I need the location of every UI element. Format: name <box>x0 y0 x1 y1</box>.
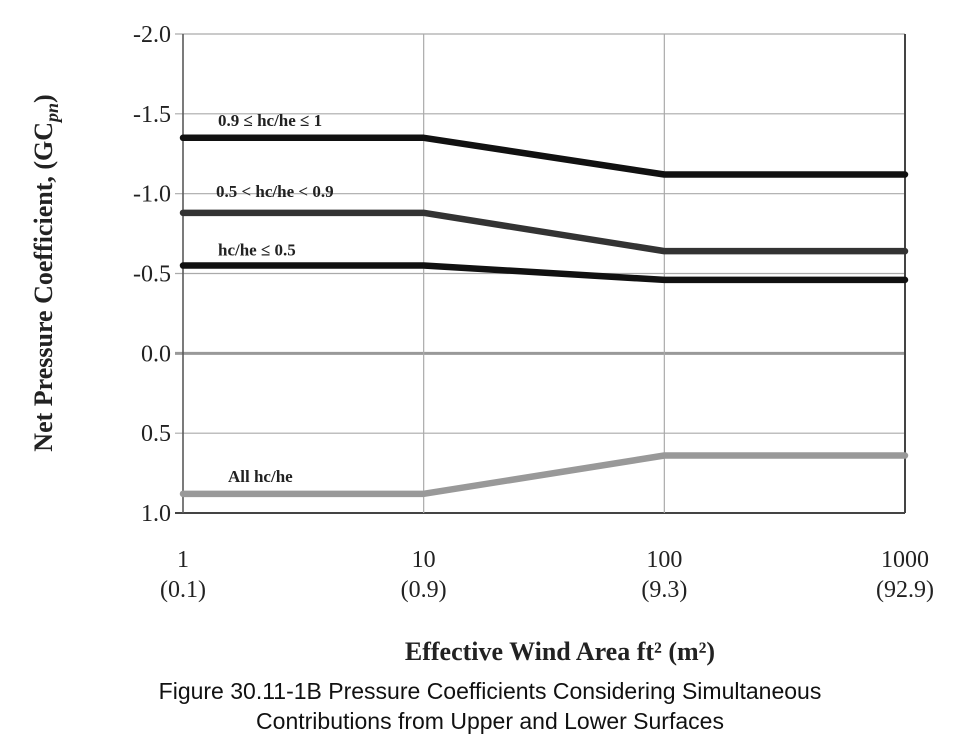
series-lines <box>179 134 909 498</box>
x-tick-label: 1 <box>177 547 189 573</box>
y-tick-label: -1.0 <box>133 182 171 208</box>
x-tick-label: 10 <box>412 547 436 573</box>
caption-line-2: Contributions from Upper and Lower Surfa… <box>256 708 724 734</box>
x-tick-sublabel: (0.1) <box>160 577 206 603</box>
x-tick-sublabel: (0.9) <box>401 577 447 603</box>
y-tick-label: 1.0 <box>141 501 171 527</box>
series-labels: 0.9 ≤ hc/he ≤ 1 0.5 < hc/he < 0.9 hc/he ≤ … <box>216 111 334 486</box>
series-label: All hc/he <box>228 467 293 486</box>
y-tick-label: 0.0 <box>141 341 171 367</box>
grid <box>175 33 906 514</box>
y-tick-label: -2.0 <box>133 22 171 48</box>
x-tick-label: 1000 <box>881 547 929 573</box>
x-tick-label: 100 <box>646 547 682 573</box>
y-tick-label: 0.5 <box>141 421 171 447</box>
x-tick-sublabel: (92.9) <box>876 577 934 603</box>
figure-caption: Figure 30.11-1B Pressure Coefficients Co… <box>0 676 980 736</box>
x-axis-title: Effective Wind Area ft² (m²) <box>405 637 715 666</box>
series-line <box>179 209 909 255</box>
y-axis-title: Net Pressure Coefficient, (GCpn) <box>29 94 62 451</box>
series-label: hc/he ≤ 0.5 <box>218 241 296 260</box>
caption-line-1: Figure 30.11-1B Pressure Coefficients Co… <box>158 678 822 704</box>
series-label: 0.9 ≤ hc/he ≤ 1 <box>218 111 322 130</box>
series-label: 0.5 < hc/he < 0.9 <box>216 182 334 201</box>
tick-labels: -2.0 -1.5 -1.0 -0.5 0.0 0.5 1.01 (0.1) 10 (0.9) 10… <box>133 22 934 603</box>
series-line <box>179 134 909 178</box>
series-line <box>179 452 909 498</box>
x-tick-sublabel: (9.3) <box>641 577 687 603</box>
y-tick-label: -0.5 <box>133 262 171 288</box>
series-line <box>179 262 909 284</box>
y-tick-label: -1.5 <box>133 102 171 128</box>
